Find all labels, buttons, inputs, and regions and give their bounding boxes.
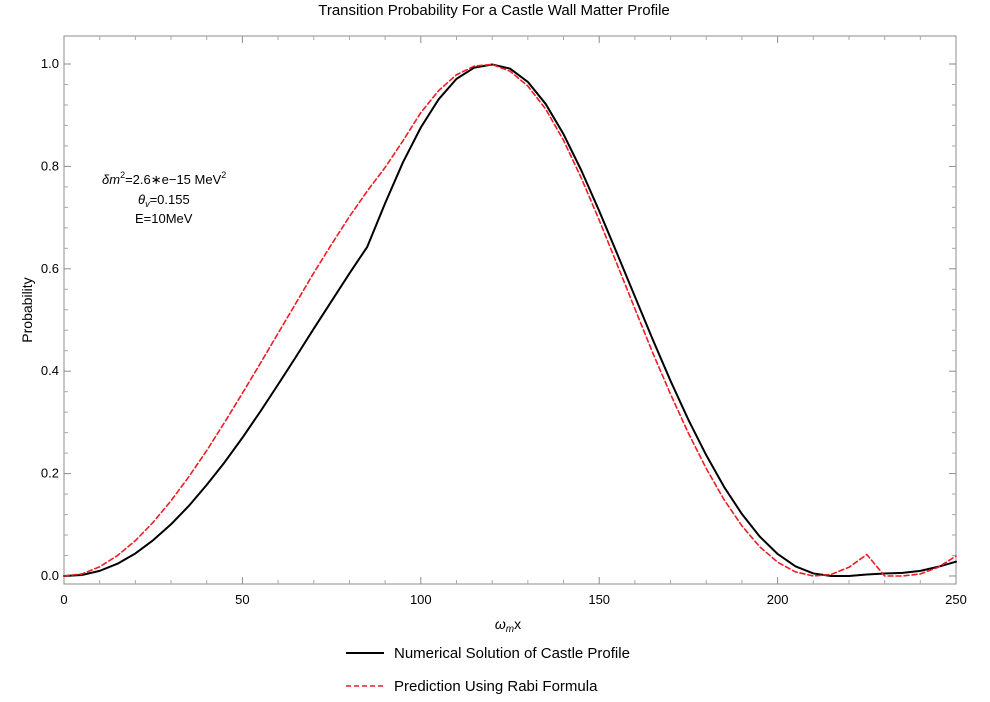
annotation-mixing-angle: θv=0.155 <box>138 192 190 209</box>
minor-tick-group <box>64 36 956 584</box>
chart-title: Transition Probability For a Castle Wall… <box>318 2 670 19</box>
x-tick-label: 100 <box>410 592 432 607</box>
x-tick-label: 50 <box>235 592 249 607</box>
y-tick-label: 1.0 <box>41 56 59 71</box>
y-tick-label-group: 0.0 0.2 0.4 0.6 0.8 1.0 <box>41 56 59 583</box>
y-tick-label: 0.4 <box>41 363 59 378</box>
y-tick-label: 0.6 <box>41 261 59 276</box>
x-tick-label: 250 <box>945 592 967 607</box>
legend-label-rabi: Prediction Using Rabi Formula <box>394 678 598 695</box>
x-tick-label: 150 <box>588 592 610 607</box>
x-axis-label: ωmx <box>495 616 521 635</box>
y-axis-label: Probability <box>19 277 35 342</box>
x-tick-label-group: 0 50 100 150 200 250 <box>60 592 966 607</box>
annotation-energy: E=10MeV <box>135 211 193 226</box>
series-line-rabi <box>63 63 957 577</box>
series-line-numerical <box>63 63 957 577</box>
x-axis-label-symbol: ω <box>495 616 506 632</box>
parameter-annotation: δm2=2.6∗e−15 MeV2 θv=0.155 E=10MeV <box>102 170 226 226</box>
legend-label-numerical: Numerical Solution of Castle Profile <box>394 645 630 662</box>
x-tick-label: 200 <box>767 592 789 607</box>
y-tick-label: 0.0 <box>41 568 59 583</box>
y-tick-label: 0.8 <box>41 158 59 173</box>
x-axis-label-subscript: m <box>506 624 514 635</box>
plot-frame <box>63 35 957 585</box>
y-tick-label: 0.2 <box>41 466 59 481</box>
x-axis-label-tail: x <box>514 616 521 632</box>
major-tick-group <box>63 36 957 584</box>
x-tick-label: 0 <box>60 592 67 607</box>
legend: Numerical Solution of Castle Profile Pre… <box>346 645 630 695</box>
annotation-mass-splitting: δm2=2.6∗e−15 MeV2 <box>102 170 226 187</box>
series-layer <box>63 63 957 577</box>
